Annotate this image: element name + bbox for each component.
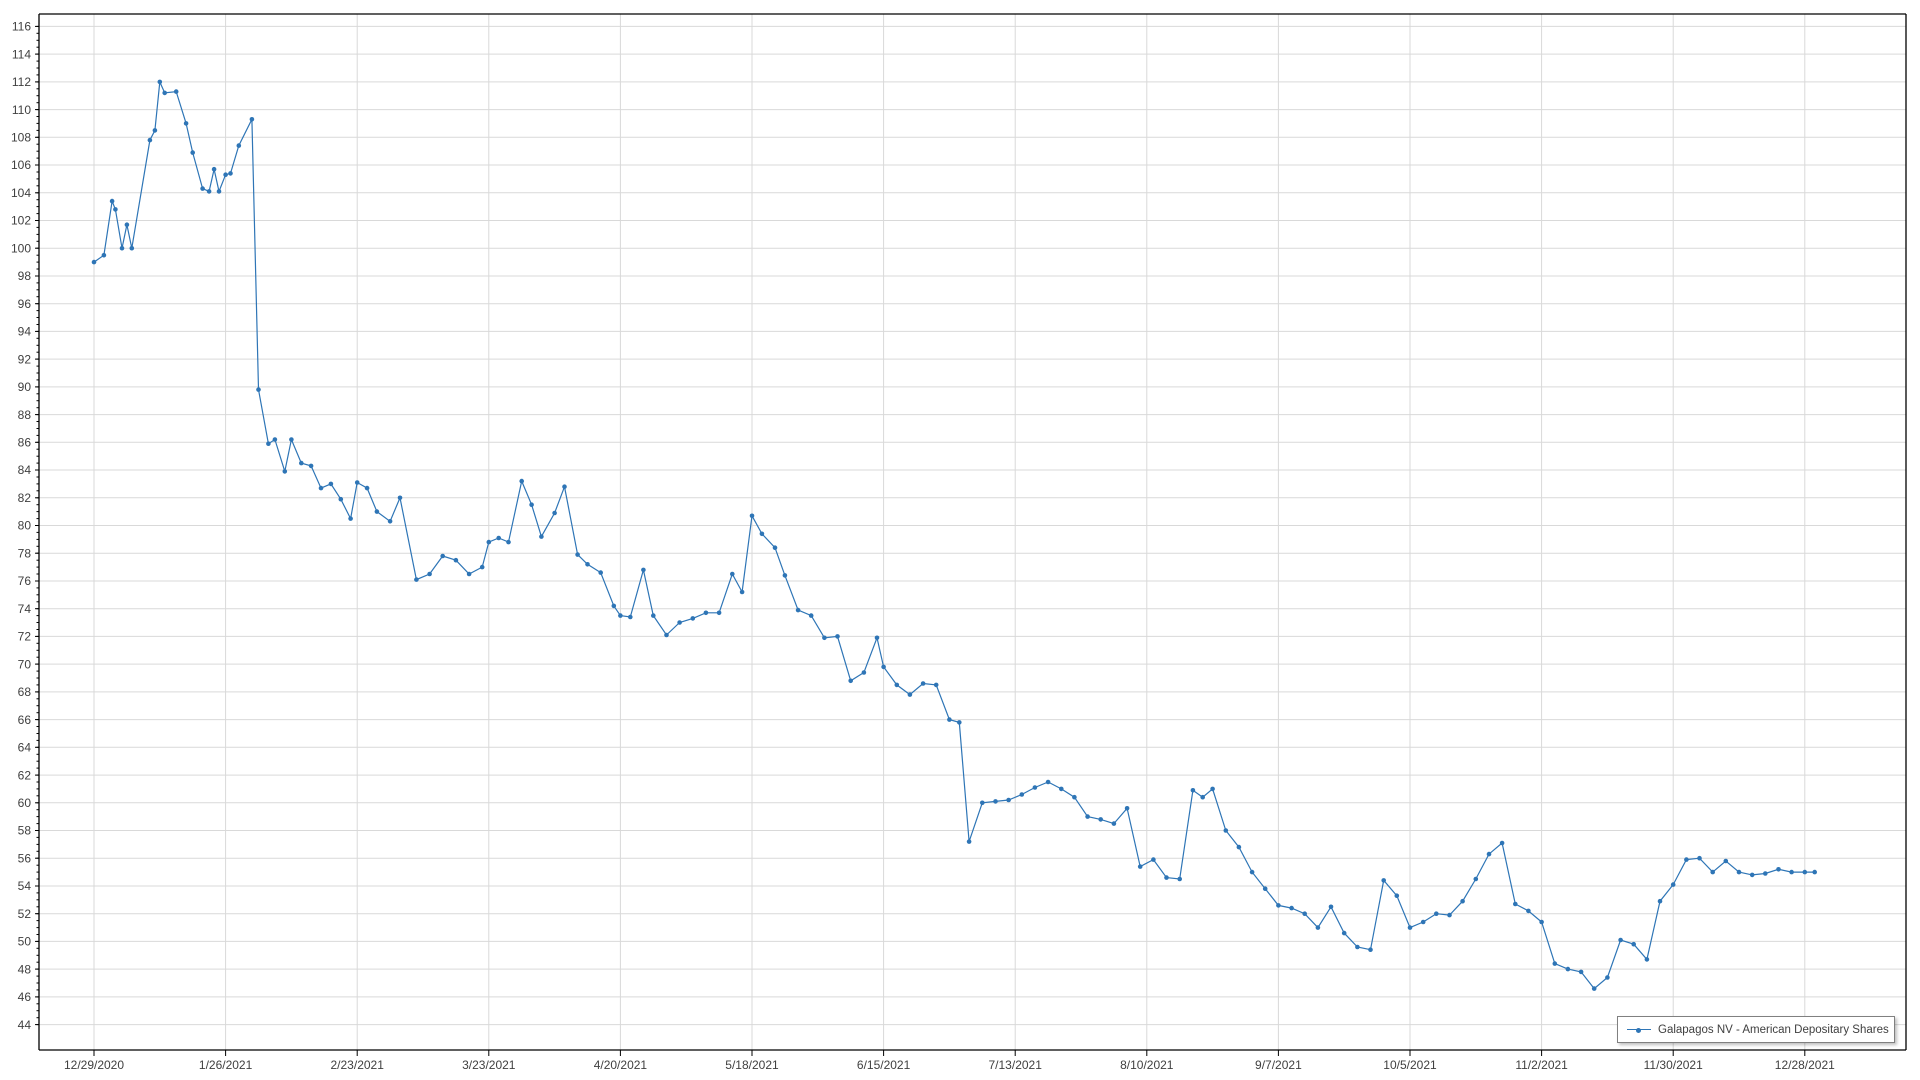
svg-text:92: 92: [18, 352, 32, 366]
svg-text:80: 80: [18, 519, 32, 533]
svg-text:10/5/2021: 10/5/2021: [1383, 1058, 1437, 1072]
svg-text:72: 72: [18, 630, 32, 644]
svg-text:62: 62: [18, 768, 32, 782]
svg-text:114: 114: [12, 47, 31, 61]
svg-text:4/20/2021: 4/20/2021: [594, 1058, 648, 1072]
svg-text:8/10/2021: 8/10/2021: [1120, 1058, 1174, 1072]
svg-text:50: 50: [18, 935, 32, 949]
svg-text:46: 46: [18, 990, 32, 1004]
svg-text:56: 56: [18, 851, 32, 865]
svg-text:86: 86: [18, 436, 32, 450]
svg-text:11/2/2021: 11/2/2021: [1515, 1058, 1568, 1072]
svg-text:76: 76: [18, 574, 32, 588]
svg-text:104: 104: [11, 186, 31, 200]
svg-text:58: 58: [18, 824, 32, 838]
svg-text:64: 64: [18, 741, 32, 755]
svg-text:84: 84: [18, 463, 32, 477]
svg-text:12/29/2020: 12/29/2020: [64, 1058, 124, 1072]
svg-text:96: 96: [18, 297, 32, 311]
svg-text:1/26/2021: 1/26/2021: [199, 1058, 253, 1072]
svg-text:54: 54: [18, 879, 32, 893]
svg-text:106: 106: [11, 158, 31, 172]
svg-text:90: 90: [18, 380, 32, 394]
svg-text:9/7/2021: 9/7/2021: [1255, 1058, 1302, 1072]
svg-text:100: 100: [11, 241, 31, 255]
svg-text:78: 78: [18, 546, 32, 560]
svg-text:112: 112: [12, 75, 31, 89]
svg-text:60: 60: [18, 796, 32, 810]
svg-text:7/13/2021: 7/13/2021: [989, 1058, 1043, 1072]
svg-text:12/28/2021: 12/28/2021: [1775, 1058, 1835, 1072]
svg-text:11/30/2021: 11/30/2021: [1644, 1058, 1703, 1072]
svg-text:98: 98: [18, 269, 32, 283]
svg-text:74: 74: [18, 602, 32, 616]
svg-text:2/23/2021: 2/23/2021: [331, 1058, 385, 1072]
svg-text:44: 44: [18, 1018, 32, 1032]
svg-text:52: 52: [18, 907, 32, 921]
svg-text:6/15/2021: 6/15/2021: [857, 1058, 911, 1072]
svg-text:3/23/2021: 3/23/2021: [462, 1058, 516, 1072]
svg-text:108: 108: [11, 131, 31, 145]
svg-text:70: 70: [18, 657, 32, 671]
svg-text:88: 88: [18, 408, 32, 422]
svg-text:5/18/2021: 5/18/2021: [725, 1058, 779, 1072]
svg-text:66: 66: [18, 713, 32, 727]
svg-text:102: 102: [11, 214, 31, 228]
svg-text:68: 68: [18, 685, 32, 699]
svg-text:110: 110: [12, 103, 31, 117]
svg-text:94: 94: [18, 325, 32, 339]
svg-text:82: 82: [18, 491, 32, 505]
svg-text:48: 48: [18, 962, 32, 976]
svg-text:116: 116: [12, 20, 31, 34]
